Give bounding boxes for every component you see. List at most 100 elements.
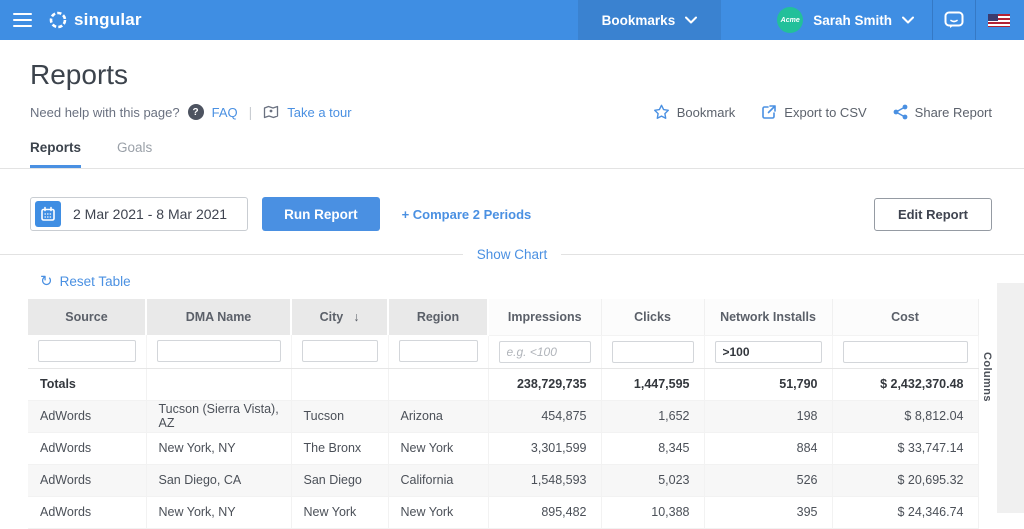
column-header-impressions[interactable]: Impressions <box>488 299 602 336</box>
tab-goals[interactable]: Goals <box>117 140 153 155</box>
cell-clicks: 1,447,595 <box>601 368 705 401</box>
divider: | <box>248 104 253 120</box>
column-header-dma-name[interactable]: DMA Name <box>146 299 292 335</box>
user-menu[interactable]: Acme Sarah Smith <box>777 7 914 33</box>
filter-cell <box>832 335 979 369</box>
filter-input-clicks[interactable] <box>611 340 694 363</box>
take-a-tour-link[interactable]: Take a tour <box>287 104 352 120</box>
cell-source: AdWords <box>28 464 147 497</box>
share-label: Share Report <box>914 104 992 120</box>
singular-logo[interactable]: singular <box>48 10 142 30</box>
share-icon <box>893 104 908 120</box>
cell-network-installs: 51,790 <box>704 368 833 401</box>
brand-name: singular <box>74 10 142 29</box>
chat-button[interactable] <box>933 0 975 40</box>
table-filter-row <box>28 335 979 369</box>
divider <box>561 254 1024 255</box>
reset-table-link[interactable]: ↻ Reset Table <box>40 274 131 289</box>
column-label: Source <box>65 310 108 324</box>
cell-impressions: 1,548,593 <box>488 464 602 497</box>
column-header-cost[interactable]: Cost <box>832 299 979 336</box>
column-label: Cost <box>891 309 919 324</box>
cell-network-installs: 526 <box>704 464 833 497</box>
column-label: Impressions <box>507 309 582 324</box>
cell-source: AdWords <box>28 400 147 433</box>
language-flag-us-icon[interactable] <box>988 13 1010 27</box>
columns-panel-toggle[interactable]: Columns <box>981 352 993 402</box>
run-report-button[interactable]: Run Report <box>262 197 380 231</box>
cell-clicks: 5,023 <box>601 464 705 497</box>
filter-cell <box>704 335 833 369</box>
filter-input-dma-name[interactable] <box>156 340 281 363</box>
tour-map-icon <box>263 104 279 120</box>
filter-input-impressions[interactable] <box>498 340 591 363</box>
filter-input-source[interactable] <box>38 340 136 363</box>
cell-source: AdWords <box>28 432 147 465</box>
cell-source: AdWords <box>28 496 147 529</box>
edit-report-button[interactable]: Edit Report <box>873 197 992 231</box>
column-label: Clicks <box>634 309 671 324</box>
filter-input-region[interactable] <box>398 340 478 363</box>
faq-link[interactable]: FAQ <box>211 104 238 120</box>
column-label: City <box>319 310 344 324</box>
filter-cell <box>28 335 147 369</box>
filter-cell <box>488 335 602 369</box>
right-gutter <box>997 283 1024 513</box>
cell-network-installs: 884 <box>704 432 833 465</box>
filter-input-cost[interactable] <box>842 340 968 363</box>
cell-dma-name: New York, NY <box>146 496 292 529</box>
export-icon <box>761 104 777 120</box>
totals-row: Totals 238,729,735 1,447,595 51,790 $ 2,432,… <box>28 368 979 401</box>
date-range-value: 2 Mar 2021 - 8 Mar 2021 <box>73 206 228 222</box>
column-header-city[interactable]: City ↓ <box>291 299 389 335</box>
column-header-network-installs[interactable]: Network Installs <box>704 299 833 336</box>
cell-source: Totals <box>28 368 147 401</box>
cell-network-installs: 198 <box>704 400 833 433</box>
chevron-down-icon <box>685 16 698 24</box>
column-header-region[interactable]: Region <box>388 299 489 335</box>
cell-clicks: 8,345 <box>601 432 705 465</box>
cell-dma-name: Tucson (Sierra Vista), AZ <box>146 400 292 433</box>
cell-impressions: 3,301,599 <box>488 432 602 465</box>
column-header-clicks[interactable]: Clicks <box>601 299 705 336</box>
cell-impressions: 895,482 <box>488 496 602 529</box>
column-label: Network Installs <box>720 309 816 324</box>
cell-region: New York <box>388 496 489 529</box>
cell-dma-name: San Diego, CA <box>146 464 292 497</box>
cell-cost: $ 20,695.32 <box>832 464 979 497</box>
date-range-picker[interactable]: 2 Mar 2021 - 8 Mar 2021 <box>30 197 249 231</box>
help-text: Need help with this page? <box>30 104 180 120</box>
share-report-button[interactable]: Share Report <box>893 104 992 120</box>
menu-icon[interactable] <box>13 9 32 31</box>
account-avatar: Acme <box>777 7 804 33</box>
chat-icon <box>944 11 964 29</box>
filter-cell <box>388 335 489 369</box>
show-chart-link[interactable]: Show Chart <box>476 247 548 262</box>
bookmarks-menu[interactable]: Bookmarks <box>577 0 722 40</box>
bookmark-button[interactable]: Bookmark <box>653 104 735 120</box>
divider <box>0 254 463 255</box>
column-header-source[interactable]: Source <box>28 299 147 335</box>
filter-cell <box>291 335 389 369</box>
cell-clicks: 1,652 <box>601 400 705 433</box>
star-icon <box>653 104 670 120</box>
compare-periods-link[interactable]: + Compare 2 Periods <box>401 206 532 222</box>
cell-cost: $ 2,432,370.48 <box>832 368 979 401</box>
table-row: AdWords Tucson (Sierra Vista), AZ Tucson Ar… <box>28 400 979 433</box>
table-row: AdWords New York, NY The Bronx New York 3,30… <box>28 432 979 465</box>
filter-input-network-installs[interactable] <box>714 340 822 363</box>
export-to-csv-button[interactable]: Export to CSV <box>761 104 867 120</box>
show-chart-row: Show Chart <box>0 247 1024 262</box>
divider <box>932 0 933 40</box>
filter-input-city[interactable] <box>301 340 378 363</box>
column-label: Region <box>416 310 460 324</box>
cell-impressions: 454,875 <box>488 400 602 433</box>
cell-city: New York <box>291 496 389 529</box>
table-row: AdWords New York, NY New York New York 895,4… <box>28 496 979 529</box>
tab-reports[interactable]: Reports <box>30 140 82 168</box>
cell-region: New York <box>388 432 489 465</box>
cell-city: Tucson <box>291 400 389 433</box>
refresh-icon: ↻ <box>40 273 53 290</box>
cell-region <box>388 368 489 401</box>
page-title: Reports <box>30 59 129 90</box>
